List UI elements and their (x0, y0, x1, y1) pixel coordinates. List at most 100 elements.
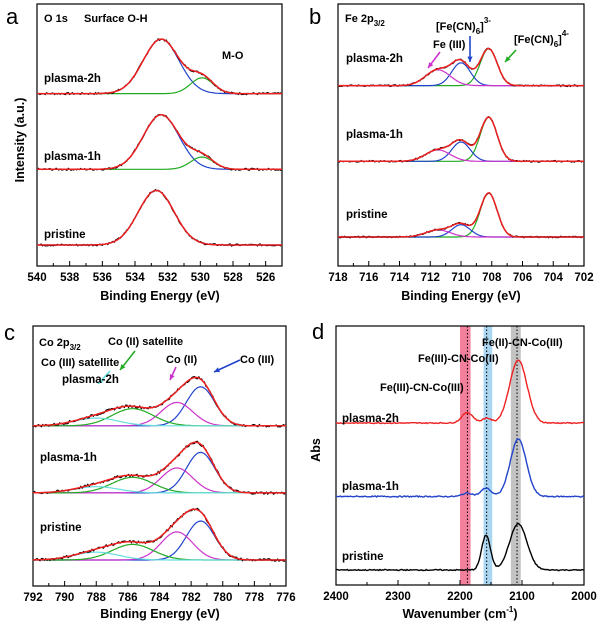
panel-b-xtick-label: 718 (328, 272, 348, 284)
panel-c-ann-co3: Co (III) (240, 354, 275, 366)
panel-d-label-pristine: pristine (342, 551, 384, 563)
panel-d-bands (460, 326, 521, 585)
panel-b-fit-plasma-2h (338, 47, 584, 87)
panel-a-fit-plasma-1h (37, 113, 282, 171)
panel-c-xtick-label: 778 (245, 592, 265, 604)
panel-a-ann-surface-oh: Surface O-H (84, 13, 148, 25)
panel-d-ylabel: Abs (309, 438, 323, 462)
panel-a-ticks: 540 538 536 534 532 530 528 526 (27, 261, 275, 284)
panel-c-ann-co2-sat: Co (II) satellite (108, 336, 183, 348)
panel-d-spectrum-plasma-1h (335, 438, 585, 498)
panel-c-xlabel: Binding Energy (eV) (100, 607, 219, 621)
panel-b-component-plasma-1h (338, 149, 584, 162)
panel-d-band (483, 326, 493, 585)
panel-a-component-plasma-2h (37, 38, 282, 95)
panel-letter-a: a (6, 4, 19, 29)
panel-a-xtick-label: 540 (27, 272, 46, 284)
panel-c-xtick-label: 780 (213, 592, 232, 604)
panel-letter-d: d (312, 319, 324, 344)
panel-d-xlabel-sup: -1 (506, 605, 514, 614)
panel-d-xtick-label: 2300 (385, 591, 411, 603)
panel-b-component-pristine (338, 224, 584, 238)
panel-a-raw-plasma-2h (36, 37, 283, 96)
panel-a-ann-mo: M-O (222, 50, 244, 62)
panel-c-component-pristine (33, 543, 286, 561)
panel-c-arrow-co2-head (169, 374, 175, 380)
panel-b-title-sub: 3/2 (374, 19, 386, 28)
panel-c-component-plasma-2h (33, 408, 286, 427)
panel-b-xtick-label: 708 (482, 272, 502, 284)
panel-b-ann-fecn6-4: [Fe(CN)6]4- (514, 29, 569, 49)
panel-b-xtick-label: 706 (513, 272, 532, 284)
panel-c-xtick-label: 792 (23, 592, 42, 604)
panel-a: a Intensity (a.u.) 540 538 536 534 532 530 528… (6, 3, 283, 303)
panel-letter-c: c (4, 320, 15, 345)
panel-d-xtick-label: 2400 (323, 591, 349, 603)
panel-c-ann-co2: Co (II) (166, 354, 197, 366)
panel-c-xtick-label: 782 (182, 592, 201, 604)
panel-d-ticks: 2400 2300 2200 2100 2000 (323, 580, 597, 603)
panel-c-title-sub: 3/2 (70, 343, 82, 352)
panel-b-arrow-fecn6-4-head (505, 56, 511, 62)
panel-b-ann-fe3: Fe (III) (433, 39, 466, 51)
panel-b-curves (337, 36, 585, 239)
panel-d-curves (335, 359, 585, 572)
panel-b-ticks: 718 716 714 712 710 708 706 704 702 (328, 261, 594, 284)
panel-b-component-plasma-2h (338, 69, 584, 87)
panel-b-component-plasma-1h (338, 141, 584, 162)
panel-b-title-main: Fe 2p (345, 13, 374, 25)
panel-d-xlabel: Wavenumber (cm-1) (402, 605, 517, 621)
panel-b-xtick-label: 704 (544, 272, 564, 284)
panel-c-xtick-label: 784 (150, 592, 170, 604)
panel-b-title: Fe 2p3/2 (345, 13, 385, 28)
panel-d-ann-fe2-co3: Fe(II)-CN-Co(III) (482, 337, 563, 349)
panel-c-xtick-label: 776 (276, 592, 295, 604)
panel-c-xtick-label: 788 (87, 592, 107, 604)
panel-c: c 792 790 788 786 784 782 780 778 776 Binding En… (4, 320, 296, 621)
panel-a-fit-plasma-2h (37, 38, 282, 95)
panel-d: d Abs 2400 2300 2200 2100 2000 Wavenumber (c… (309, 319, 597, 621)
panel-b-xtick-label: 710 (451, 272, 470, 284)
panel-c-label-plasma-2h: plasma-2h (62, 374, 119, 386)
panel-b-xtick-label: 716 (359, 272, 378, 284)
panel-c-arrow-co3-head (214, 367, 220, 373)
panel-a-xlabel: Binding Energy (eV) (100, 289, 219, 303)
panel-b-component-plasma-2h (338, 62, 584, 87)
panel-d-xlabel-end: ) (513, 607, 517, 621)
panel-b-arrow-fecn6-3-head (467, 56, 473, 62)
panel-a-xtick-label: 526 (256, 272, 275, 284)
panel-c-title-main: Co 2p (39, 337, 70, 349)
panel-a-label-plasma-1h: plasma-1h (44, 151, 101, 163)
panel-d-xtick-label: 2200 (447, 591, 473, 603)
panel-c-curves (32, 350, 287, 562)
panel-b-xtick-label: 702 (574, 272, 593, 284)
panel-d-band (460, 326, 471, 585)
panel-d-xtick-label: 2000 (571, 591, 597, 603)
panel-b-fit-plasma-1h (338, 116, 584, 163)
panel-a-xtick-label: 530 (191, 272, 210, 284)
panel-letter-b: b (309, 4, 321, 29)
panel-b-label-plasma-1h: plasma-1h (346, 129, 403, 141)
panel-c-fit-plasma-1h (33, 441, 286, 494)
panel-c-label-plasma-1h: plasma-1h (40, 452, 97, 464)
panel-a-xtick-label: 534 (125, 272, 145, 284)
panel-a-frame (36, 3, 283, 267)
panel-d-band (510, 326, 521, 585)
panel-a-xtick-label: 536 (93, 272, 112, 284)
panel-d-label-plasma-2h: plasma-2h (342, 413, 399, 425)
panel-c-arrow-co3-sat-head (98, 378, 104, 384)
panel-a-xtick-label: 538 (60, 272, 80, 284)
panel-b-fit-pristine (338, 192, 584, 238)
panel-a-xtick-label: 528 (223, 272, 243, 284)
panel-b-xtick-label: 714 (390, 272, 410, 284)
panel-c-label-pristine: pristine (40, 522, 82, 534)
panel-a-label-pristine: pristine (44, 229, 86, 241)
panel-a-title: O 1s (44, 13, 68, 25)
panel-a-curves (36, 37, 283, 247)
panel-b-label-pristine: pristine (346, 209, 388, 221)
panel-b-xtick-label: 712 (421, 272, 440, 284)
panel-b: b 718 716 714 712 710 708 706 704 702 Binding En… (309, 3, 594, 303)
panel-a-label-plasma-2h: plasma-2h (44, 73, 101, 85)
panel-c-ann-co3-sat: Co (III) satellite (41, 357, 119, 369)
panel-a-xtick-label: 532 (158, 272, 177, 284)
